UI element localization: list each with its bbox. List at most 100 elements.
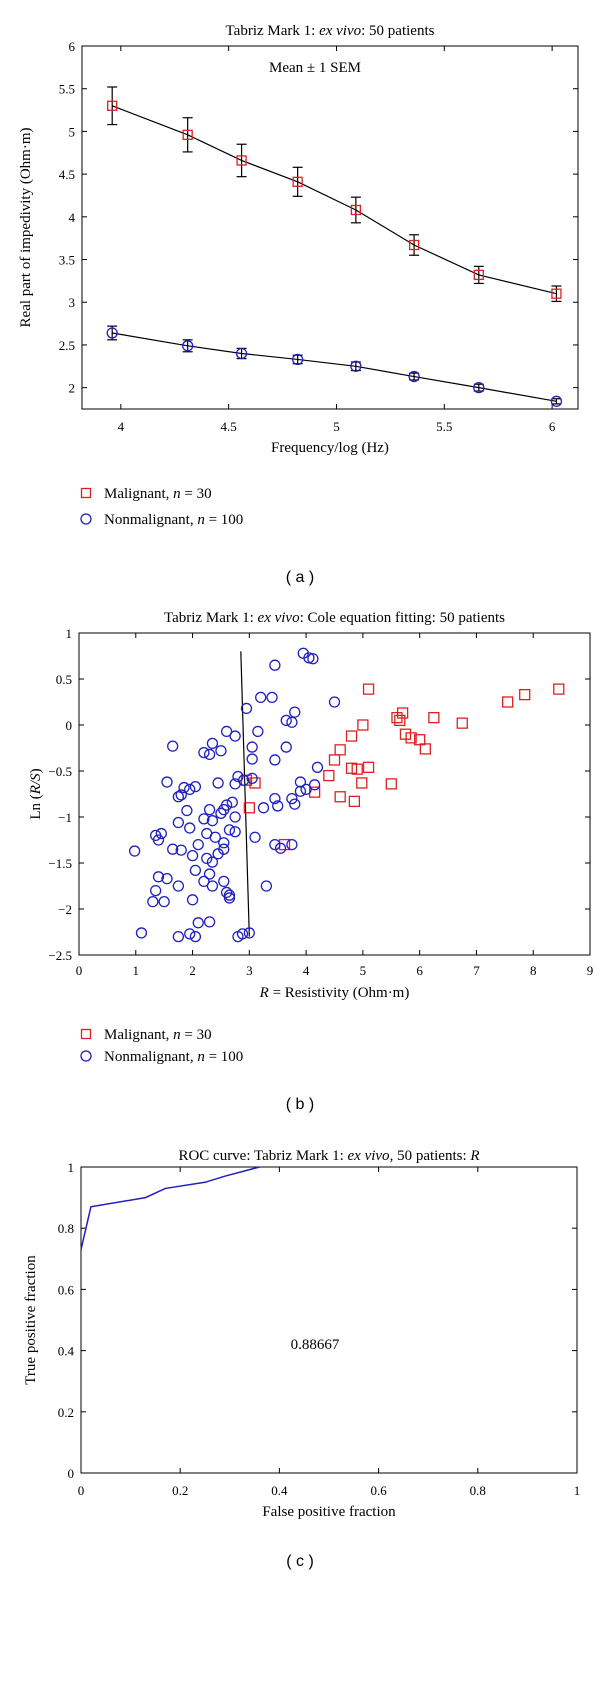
legend-marker-malignant-a — [80, 487, 92, 499]
data-point-nonmalignant-b — [161, 872, 173, 885]
data-point-nonmalignant-b — [303, 652, 315, 664]
legend-label-a-1-part: n — [197, 512, 205, 528]
data-point-nonmalignant-b — [274, 842, 287, 854]
data-point-malignant-b — [345, 762, 358, 774]
chart-a: Tabriz Mark 1: ex vivo: 50 patients Mean … — [18, 23, 579, 586]
data-point-nonmalignant-b — [189, 930, 202, 943]
plot-frame-a — [81, 45, 579, 410]
data-point-nonmalignant-b — [223, 889, 236, 901]
roc-curve-c — [80, 1166, 260, 1250]
chart-title-b-part: Tabriz Mark 1: — [164, 610, 258, 626]
y-tick-label-c: 0.2 — [58, 1405, 74, 1420]
x-tick-label-b: 0 — [76, 963, 83, 978]
data-point-nonmalignant-b — [260, 880, 273, 892]
y-tick-label-b: −2.5 — [48, 948, 72, 963]
data-point-nonmalignant-b — [218, 875, 230, 888]
data-point-nonmalignant-a — [350, 360, 362, 372]
legend-label-a-0: Malignant, n = 30 — [104, 486, 212, 502]
data-point-nonmalignant-b — [307, 653, 319, 665]
y-tick-label-b: −2 — [58, 902, 72, 917]
data-point-nonmalignant-a — [235, 347, 248, 360]
x-tick-label-b: 5 — [360, 963, 367, 978]
data-point-nonmalignant-b — [269, 659, 281, 671]
x-tick-label-c: 1 — [574, 1483, 581, 1498]
data-point-nonmalignant-b — [280, 741, 292, 753]
data-point-nonmalignant-a — [292, 353, 304, 366]
data-point-nonmalignant-b — [172, 880, 185, 892]
legend-label-b-1: Nonmalignant, n = 100 — [104, 1049, 243, 1065]
data-point-nonmalignant-b — [300, 783, 312, 796]
legend-label-a-1-part: = 100 — [205, 512, 243, 528]
data-point-nonmalignant-b — [286, 792, 298, 805]
data-point-nonmalignant-b — [172, 930, 185, 943]
data-point-malignant-b — [405, 732, 417, 744]
data-point-nonmalignant-b — [215, 745, 227, 757]
legend-marker-nonmalignant-b — [80, 1050, 92, 1062]
y-tick-label-b: −1.5 — [48, 856, 72, 871]
data-point-nonmalignant-b — [226, 796, 238, 808]
data-point-malignant-b — [362, 683, 375, 695]
legend-label-a-0-part: n — [173, 486, 181, 502]
x-tick-label-a: 5 — [333, 419, 340, 434]
data-point-nonmalignant-b — [178, 781, 190, 794]
chart-title-a-part: : 50 patients — [361, 23, 434, 39]
y-tick-label-b: −0.5 — [48, 764, 72, 779]
data-point-nonmalignant-a — [182, 340, 194, 352]
data-point-malignant-b — [502, 696, 514, 708]
x-axis-label-b: R = Resistivity (Ohm·m) — [259, 985, 410, 1001]
x-tick-label-b: 3 — [246, 963, 253, 978]
data-point-nonmalignant-b — [198, 746, 210, 759]
data-point-nonmalignant-b — [311, 761, 324, 773]
data-point-nonmalignant-b — [269, 754, 281, 766]
data-point-nonmalignant-b — [206, 815, 219, 827]
legend-label-b-0-part: Malignant, — [104, 1027, 173, 1043]
x-tick-label-b: 6 — [416, 963, 423, 978]
data-point-nonmalignant-b — [198, 813, 210, 825]
data-point-malignant-a — [408, 239, 420, 251]
chart-title-b: Tabriz Mark 1: ex vivo: Cole equation fi… — [164, 610, 505, 626]
data-point-nonmalignant-b — [203, 803, 216, 816]
y-tick-label-a: 3 — [69, 295, 76, 310]
x-tick-label-c: 0 — [78, 1483, 85, 1498]
data-point-malignant-a — [551, 288, 562, 299]
data-point-nonmalignant-b — [135, 927, 148, 939]
data-point-nonmalignant-b — [246, 741, 258, 753]
x-tick-label-b: 2 — [189, 963, 196, 978]
legend-marker-malignant-b — [80, 1028, 92, 1040]
data-point-nonmalignant-b — [280, 714, 292, 727]
x-axis-label-b-part: R — [259, 985, 269, 1001]
data-point-nonmalignant-b — [186, 849, 199, 862]
data-point-nonmalignant-b — [203, 916, 216, 928]
data-point-nonmalignant-b — [218, 843, 230, 855]
annotation-mean-sem: Mean ± 1 SEM — [269, 60, 361, 76]
data-point-nonmalignant-b — [206, 856, 219, 868]
data-point-malignant-b — [362, 761, 375, 773]
plot-frame-c — [80, 1166, 578, 1474]
x-tick-label-c: 0.4 — [271, 1483, 288, 1498]
data-point-nonmalignant-b — [172, 816, 185, 829]
y-axis-label-c: True positive fraction — [23, 1255, 39, 1385]
chart-title-c: ROC curve: Tabriz Mark 1: ex vivo, 50 pa… — [178, 1148, 479, 1164]
data-point-nonmalignant-b — [220, 725, 233, 738]
data-point-nonmalignant-b — [172, 791, 185, 803]
chart-title-a: Tabriz Mark 1: ex vivo: 50 patients — [226, 23, 435, 39]
legend-label-b-1-part: Nonmalignant, — [104, 1049, 197, 1065]
chart-c: ROC curve: Tabriz Mark 1: ex vivo, 50 pa… — [23, 1148, 580, 1570]
legend-label-b-1-part: = 100 — [205, 1049, 243, 1065]
x-tick-label-a: 4 — [118, 419, 125, 434]
y-tick-label-a: 4.5 — [59, 167, 75, 182]
data-point-malignant-b — [334, 744, 346, 756]
data-point-nonmalignant-b — [203, 868, 216, 880]
y-axis-label-b: Ln (R/S) — [28, 768, 44, 819]
data-point-nonmalignant-b — [175, 844, 187, 856]
x-tick-label-c: 0.6 — [370, 1483, 387, 1498]
y-tick-label-a: 2 — [69, 381, 76, 396]
data-point-nonmalignant-b — [181, 804, 193, 817]
data-point-nonmalignant-b — [246, 772, 258, 785]
panel-label-a: ( a ) — [286, 569, 314, 586]
legend-label-a-1-part: Nonmalignant, — [104, 512, 197, 528]
data-point-nonmalignant-b — [152, 834, 165, 846]
panel-label-c: ( c ) — [286, 1553, 314, 1570]
y-tick-label-a: 5 — [69, 124, 76, 139]
y-tick-label-b: 1 — [66, 626, 73, 641]
